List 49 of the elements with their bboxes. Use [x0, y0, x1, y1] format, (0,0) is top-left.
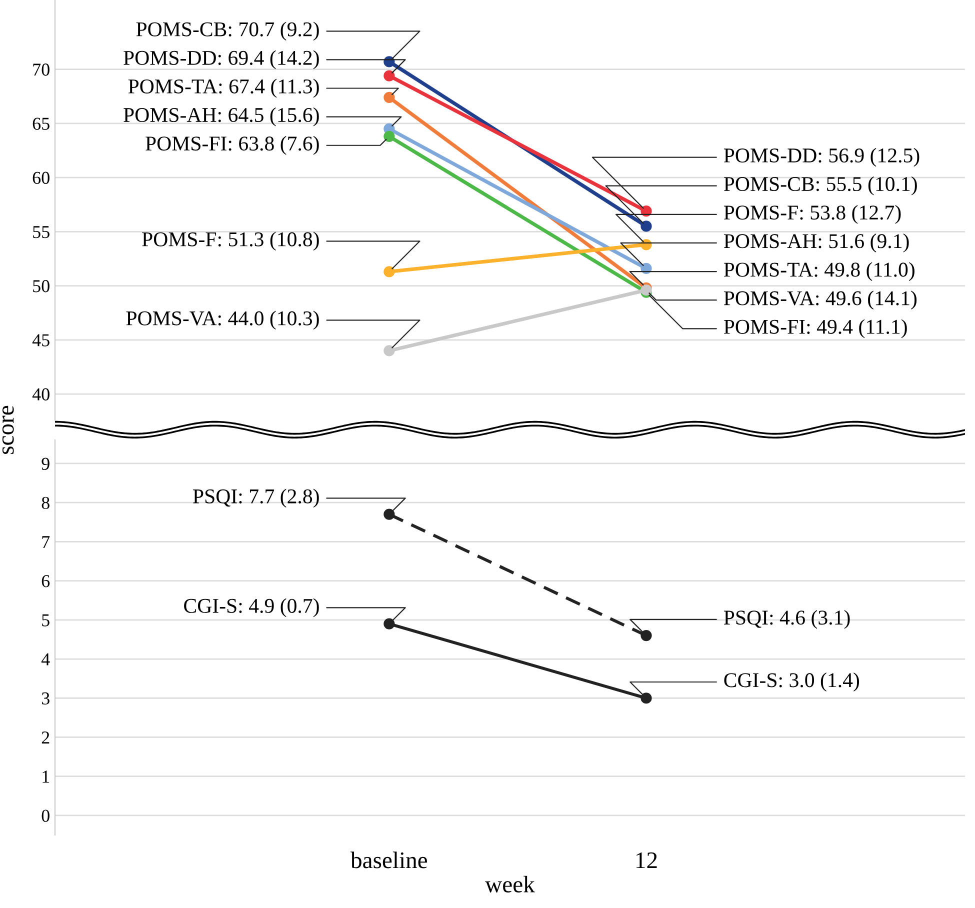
annotation: POMS-DD: 56.9 (12.5)	[724, 148, 920, 167]
annotation: POMS-TA: 49.8 (11.0)	[724, 262, 914, 281]
point	[384, 618, 395, 630]
annotation: POMS-AH: 51.6 (9.1)	[724, 234, 909, 252]
y-tick-label: 60	[32, 172, 50, 184]
y-tick-label: 45	[32, 334, 50, 346]
annotation: POMS-F: 51.3 (10.8)	[142, 232, 319, 251]
y-tick-label: 7	[42, 536, 50, 548]
annotation: POMS-VA: 44.0 (10.3)	[126, 310, 319, 330]
x-tick-label: baseline	[350, 852, 428, 868]
x-tick-label: 12	[636, 852, 657, 868]
y-tick-label: 70	[33, 64, 50, 76]
annotation: POMS-F: 53.8 (12.7)	[724, 204, 901, 224]
y-tick-label: 50	[33, 280, 50, 292]
annotation: POMS-TA: 67.4 (11.3)	[128, 78, 319, 98]
y-axis-title: score	[2, 406, 14, 454]
y-tick-label: 3	[42, 692, 50, 705]
annotation: PSQI: 7.7 (2.8)	[193, 488, 319, 508]
x-axis-title: week	[485, 876, 535, 892]
y-tick-label: 5	[42, 614, 50, 626]
point	[640, 692, 652, 704]
annotation: POMS-CB: 70.7 (9.2)	[136, 22, 319, 41]
y-tick-label: 65	[32, 118, 50, 130]
point	[640, 220, 652, 232]
point	[640, 630, 652, 642]
point	[384, 92, 395, 103]
point	[384, 266, 395, 278]
annotation: POMS-CB: 55.5 (10.1)	[724, 176, 917, 196]
annotation: PSQI: 4.6 (3.1)	[724, 610, 850, 629]
y-tick-label: 0	[42, 810, 50, 822]
y-tick-label: 2	[42, 732, 50, 744]
annotation: CGI-S: 4.9 (0.7)	[184, 598, 319, 618]
y-tick-label: 6	[42, 575, 50, 588]
point	[384, 508, 395, 520]
annotation: POMS-DD: 69.4 (14.2)	[124, 50, 319, 70]
point	[384, 130, 395, 142]
annotation: POMS-FI: 63.8 (7.6)	[146, 136, 319, 155]
annotation: POMS-FI: 49.4 (11.1)	[724, 319, 907, 338]
annotation: POMS-AH: 64.5 (15.6)	[124, 107, 319, 126]
y-tick-label: 4	[41, 653, 50, 666]
y-tick-label: 1	[42, 770, 50, 783]
point	[384, 70, 395, 82]
y-tick-label: 8	[42, 496, 50, 510]
point	[384, 345, 395, 356]
y-tick-label: 9	[42, 458, 50, 470]
annotation: CGI-S: 3.0 (1.4)	[724, 672, 860, 692]
y-tick-label: 40	[32, 388, 50, 400]
annotation: POMS-VA: 49.6 (14.1)	[724, 290, 917, 310]
y-tick-label: 55	[33, 226, 50, 238]
